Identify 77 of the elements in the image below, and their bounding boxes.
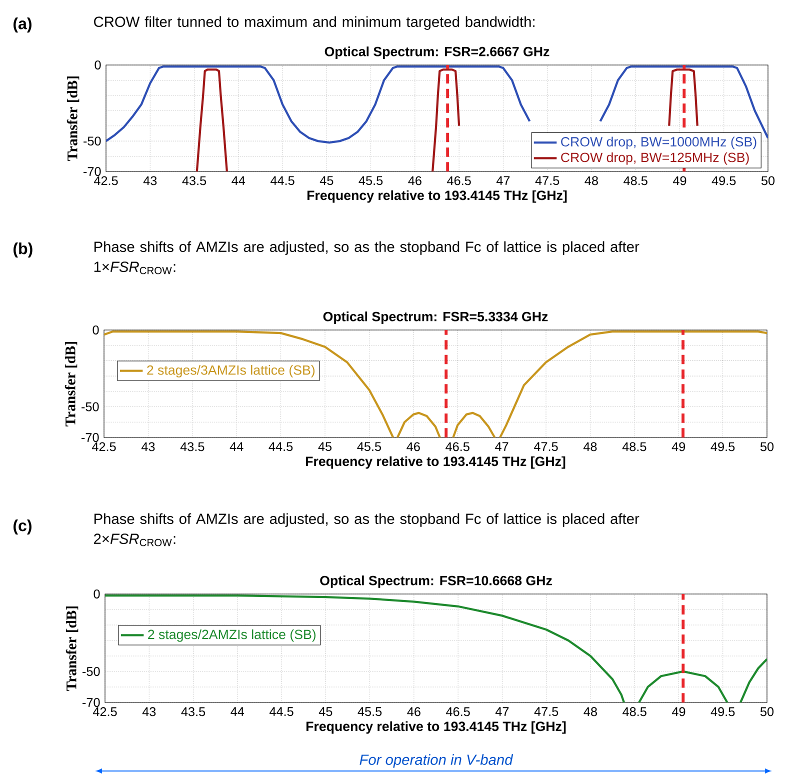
x-tick-label: 45 <box>318 707 332 716</box>
x-tick-label: 48 <box>583 442 597 452</box>
x-tick-label: 44.5 <box>270 176 294 186</box>
text: (a) <box>14 18 32 32</box>
x-tick-label: 46.5 <box>446 707 470 716</box>
x-tick-label: 46.5 <box>447 176 471 186</box>
y-tick-label: -50 <box>82 402 99 412</box>
chart-subtitle: Phase shifts of AMZIs are adjusted, so as the stopband Fc of lattice is placed after 2×FSR$_{CROW}$: <box>94 513 640 546</box>
x-axis-title: Frequency relative to 193.4145 THz [GHz] <box>307 190 567 203</box>
y-tick-label: 0 <box>94 590 100 598</box>
x-tick-label: 49 <box>672 176 686 186</box>
x-tick-label: 46 <box>407 707 420 716</box>
legend-label: CROW drop, BW=1000MHz (SB) <box>561 136 756 150</box>
x-tick-label: 48 <box>584 707 597 716</box>
x-tick-label: 45 <box>318 442 332 452</box>
x-axis-title: Frequency relative to 193.4145 THz [GHz] <box>306 456 566 469</box>
x-tick-label: 43.5 <box>181 707 206 716</box>
x-tick-label: 47.5 <box>534 707 558 716</box>
x-tick-label: 45 <box>320 176 334 186</box>
chart-title: Optical Spectrum: FSR=10.6668 GHz <box>320 576 552 588</box>
x-tick-label: 47.5 <box>535 176 560 186</box>
y-tick-label: -70 <box>82 698 100 707</box>
x-tick-label: 47 <box>496 176 510 185</box>
y-tick-label: -50 <box>82 666 100 676</box>
x-tick-label: 43 <box>141 442 155 452</box>
x-tick-label: 44.5 <box>270 707 294 716</box>
x-axis-title: Frequency relative to 193.4145 THz [GHz] <box>306 721 566 734</box>
x-tick-label: 44 <box>230 707 244 716</box>
chart-title: Optical Spectrum: FSR=5.3334 GHz <box>323 312 548 324</box>
x-tick-label: 45.5 <box>358 176 383 186</box>
x-tick-label: 45.5 <box>357 442 382 452</box>
legend-label: 2 stages/3AMZIs lattice (SB) <box>147 365 315 378</box>
x-tick-label: 47.5 <box>534 442 558 452</box>
y-tick-label: 0 <box>94 60 101 70</box>
text: (c) <box>14 520 32 534</box>
x-tick-label: 49 <box>672 707 686 716</box>
x-tick-label: 44 <box>232 176 246 185</box>
x-tick-label: 47 <box>495 442 508 451</box>
x-tick-label: 44 <box>230 442 244 451</box>
x-tick-label: 46.5 <box>446 442 470 452</box>
x-tick-label: 49.5 <box>712 176 736 186</box>
text: For operation in V-band <box>360 754 514 768</box>
x-tick-label: 50 <box>760 442 774 452</box>
x-tick-label: 49.5 <box>710 442 735 452</box>
legend-label: CROW drop, BW=125MHz (SB) <box>561 152 749 165</box>
x-tick-label: 47 <box>495 707 509 716</box>
x-tick-label: 43 <box>143 176 157 186</box>
y-axis-title: Transfer [dB] <box>66 76 80 161</box>
x-tick-label: 43 <box>142 707 156 716</box>
x-tick-label: 45.5 <box>358 707 382 716</box>
y-tick-label: 0 <box>92 326 99 334</box>
legend-label: 2 stages/2AMZIs lattice (SB) <box>148 629 316 642</box>
x-tick-label: 46 <box>406 442 420 452</box>
x-tick-label: 46 <box>408 176 422 186</box>
x-tick-label: 43.5 <box>180 442 204 452</box>
x-tick-label: 49.5 <box>710 707 735 716</box>
y-tick-label: -70 <box>82 433 99 442</box>
text: (b) <box>14 242 32 258</box>
chart-title: Optical Spectrum: FSR=2.6667 GHz <box>324 46 550 59</box>
y-axis-title: Transfer [dB] <box>66 606 78 691</box>
x-tick-label: 48.5 <box>624 176 648 186</box>
x-tick-label: 48.5 <box>622 707 646 716</box>
x-tick-label: 42.5 <box>94 176 118 186</box>
x-tick-label: 48.5 <box>622 442 646 452</box>
chart-subtitle: Phase shifts of AMZIs are adjusted, so as the stopband Fc of lattice is placed after 1×FSR$_{CROW}$: <box>94 241 640 274</box>
x-tick-label: 42.5 <box>92 442 116 452</box>
chart-subtitle: CROW filter tunned to maximum and minimum targeted bandwidth: <box>94 16 534 30</box>
y-tick-label: -50 <box>84 136 101 146</box>
x-tick-label: 43.5 <box>182 176 206 186</box>
x-tick-label: 49 <box>672 442 686 452</box>
x-tick-label: 42.5 <box>92 707 117 716</box>
y-axis-title: Transfer [dB] <box>64 342 78 426</box>
x-tick-label: 50 <box>761 176 775 186</box>
x-tick-label: 48 <box>584 176 598 186</box>
x-tick-label: 44.5 <box>268 442 293 452</box>
y-tick-label: -70 <box>84 167 101 176</box>
x-tick-label: 50 <box>760 707 774 716</box>
